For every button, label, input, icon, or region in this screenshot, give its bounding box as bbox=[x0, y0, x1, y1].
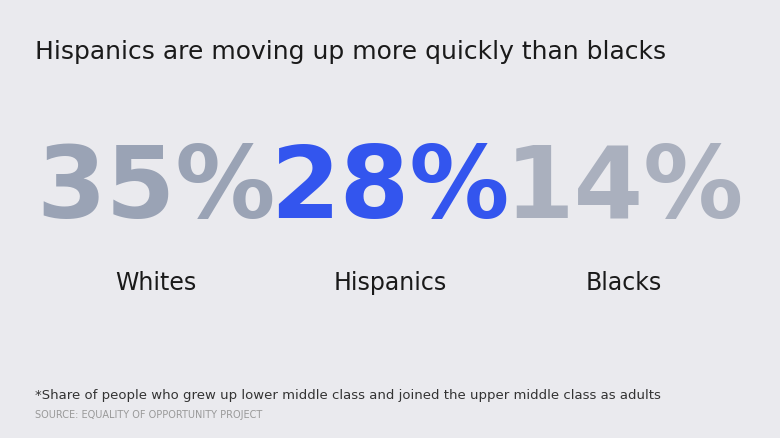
Text: SOURCE: EQUALITY OF OPPORTUNITY PROJECT: SOURCE: EQUALITY OF OPPORTUNITY PROJECT bbox=[35, 410, 262, 420]
Text: Blacks: Blacks bbox=[586, 271, 662, 294]
Text: Hispanics: Hispanics bbox=[333, 271, 447, 294]
Text: 28%: 28% bbox=[271, 142, 509, 239]
Text: Whites: Whites bbox=[115, 271, 197, 294]
Text: *Share of people who grew up lower middle class and joined the upper middle clas: *Share of people who grew up lower middl… bbox=[35, 388, 661, 401]
Text: Hispanics are moving up more quickly than blacks: Hispanics are moving up more quickly tha… bbox=[35, 39, 666, 64]
Text: 35%: 35% bbox=[37, 142, 275, 239]
Text: 14%: 14% bbox=[505, 142, 743, 239]
